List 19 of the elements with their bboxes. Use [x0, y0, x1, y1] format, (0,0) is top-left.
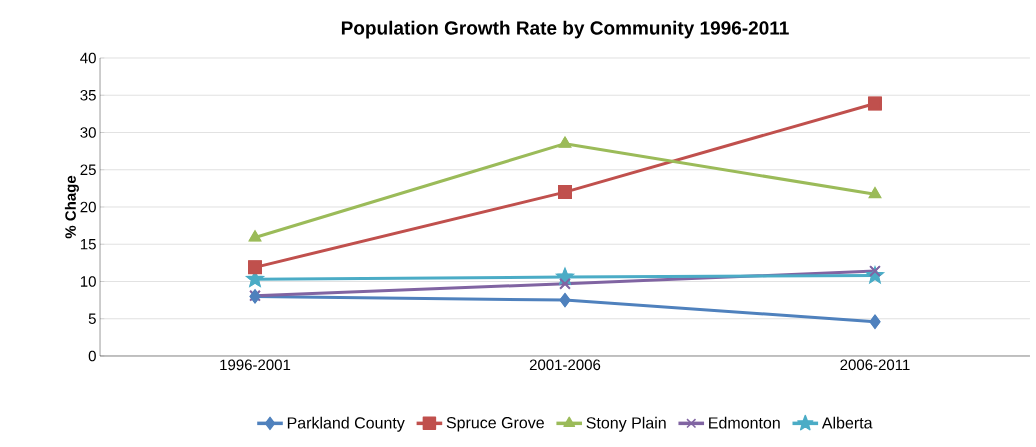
legend-label: Stony Plain — [586, 416, 666, 432]
y-tick-label: 40 — [80, 52, 96, 64]
x-tick-label: 2001-2006 — [529, 359, 601, 371]
legend-label: Spruce Grove — [446, 417, 544, 432]
y-tick-label: 15 — [80, 239, 96, 250]
y-tick-label: 25 — [80, 164, 96, 176]
y-tick-label: 20 — [80, 201, 96, 213]
x-tick-label: 2006-2011 — [840, 359, 910, 371]
y-tick-label: 10 — [80, 276, 96, 287]
y-tick-label: 0 — [88, 350, 96, 362]
y-tick-label: 30 — [80, 127, 96, 138]
y-tick-label: 35 — [80, 89, 96, 101]
y-axis-title: % Chage — [64, 175, 79, 239]
legend-label: Alberta — [821, 416, 873, 429]
legend-label: Parkland County — [287, 416, 405, 432]
legend-label: Edmonton — [709, 416, 780, 429]
x-tick-label: 1996-2001 — [220, 359, 291, 371]
chart-title: Population Growth Rate by Community 1996-2011 — [341, 20, 789, 39]
y-tick-label: 5 — [88, 313, 96, 324]
